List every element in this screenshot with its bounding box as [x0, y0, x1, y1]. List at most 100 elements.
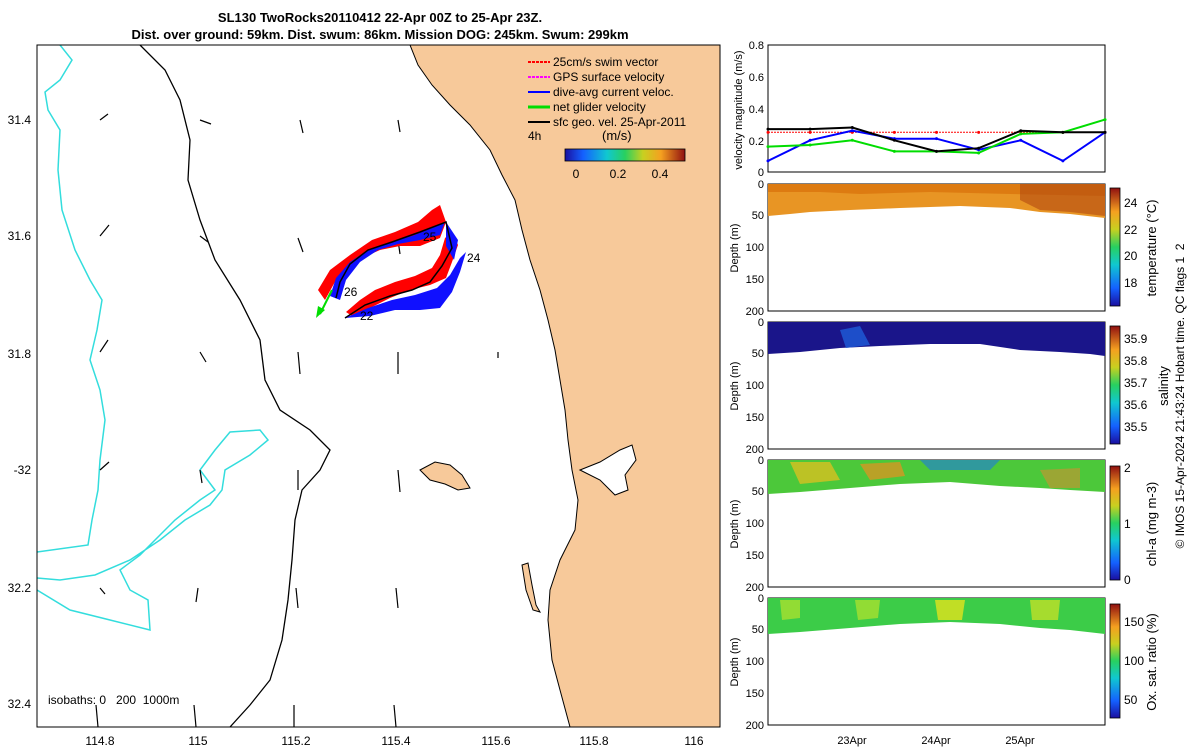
time-x-tick: 23Apr [837, 735, 867, 747]
chla-colorbar [1109, 465, 1121, 581]
depth-tick: 50 [752, 210, 764, 222]
speed-colorbar [564, 148, 686, 162]
depth-tick: 150 [746, 412, 764, 424]
velocity-point [850, 126, 854, 130]
isobath-200 [139, 45, 331, 727]
velocity-point [892, 138, 896, 142]
cb-tick: 35.6 [1124, 398, 1148, 412]
map-y-tick: 31.8 [8, 347, 32, 361]
temperature-ylabel: Depth (m) [729, 224, 741, 273]
figure-subtitle: Dist. over ground: 59km. Dist. swum: 86k… [131, 27, 629, 42]
svg-text:GPS surface velocity: GPS surface velocity [553, 70, 664, 84]
velocity-point [892, 130, 896, 134]
vel-y-tick: 0.2 [749, 136, 764, 148]
colorbar-tick: 0.4 [652, 167, 669, 181]
svg-text:25cm/s swim vector: 25cm/s swim vector [553, 55, 658, 69]
salinity-panel: 0 50 100 150 200 Depth (m) 35.9 35.8 35.… [729, 317, 1171, 456]
velocity-point [808, 143, 812, 147]
velocity-point [935, 149, 938, 153]
salinity-ylabel: Depth (m) [729, 362, 741, 411]
cb-tick: 35.9 [1124, 332, 1148, 346]
oxygen-section [768, 598, 1105, 634]
time-x-tick: 25Apr [1005, 735, 1035, 747]
depth-tick: 150 [746, 688, 764, 700]
cb-tick: 18 [1124, 276, 1138, 290]
isobath-1000 [37, 45, 270, 631]
salinity-cb-label: salinity [1156, 366, 1171, 406]
velocity-point [977, 146, 981, 150]
cb-tick: 20 [1124, 249, 1138, 263]
cb-tick: 150 [1124, 615, 1144, 629]
velocity-point [766, 127, 770, 131]
map-x-ticks: 114.8 115 115.2 115.4 115.6 115.8 116 [85, 734, 703, 748]
velocity-point [808, 127, 812, 131]
sfc-geo-velocity-arrows [95, 113, 499, 727]
chla-ylabel: Depth (m) [729, 500, 741, 549]
velocity-point [977, 130, 981, 134]
cb-tick: 1 [1124, 517, 1131, 531]
map-y-tick: -32 [14, 463, 32, 477]
oxygen-colorbar [1109, 603, 1121, 719]
cb-tick: 35.7 [1124, 376, 1148, 390]
map-y-tick: 32.4 [8, 697, 32, 711]
depth-tick: 100 [746, 518, 764, 530]
swan-river [578, 444, 637, 496]
oxygen-cb-label: Ox. sat. ratio (%) [1144, 613, 1159, 711]
velocity-point [1061, 130, 1065, 134]
chla-section [768, 460, 1105, 494]
velocity-point [850, 138, 854, 142]
swim-vector-fill-2 [346, 232, 458, 316]
cb-tick: 0 [1124, 573, 1131, 587]
svg-text:net glider velocity: net glider velocity [553, 100, 646, 114]
map-x-tick: 115.2 [281, 734, 310, 748]
map-x-tick: 115.8 [579, 734, 608, 748]
map-axes-frame [36, 44, 721, 728]
colorbar-tick: 0 [573, 167, 580, 181]
dive-avg-current-fill [345, 252, 466, 318]
temperature-colorbar [1109, 187, 1121, 307]
depth-tick: 0 [758, 317, 764, 329]
depth-tick: 200 [746, 720, 764, 732]
depth-tick: 200 [746, 582, 764, 594]
velocity-ylabel: velocity magnitude (m/s) [733, 50, 745, 169]
map-x-tick: 114.8 [85, 734, 114, 748]
velocity-point [977, 151, 981, 155]
velocity-point [1061, 159, 1065, 163]
colorbar-tick: 0.2 [610, 167, 627, 181]
chla-panel: 0 50 100 150 200 Depth (m) 2 1 0 chl-a (… [729, 455, 1159, 594]
oxygen-panel: 0 50 100 150 200 Depth (m) 150 100 50 Ox… [729, 593, 1159, 747]
velocity-point [1103, 118, 1107, 122]
land-area [409, 45, 720, 727]
temperature-panel: 0 50 100 150 200 Depth (m) 24 22 20 18 t… [729, 179, 1159, 318]
velocity-panel: 0 0.2 0.4 0.6 0.8 velocity magnitude (m/… [733, 40, 1107, 179]
map-x-tick: 115.6 [481, 734, 510, 748]
map-legend: 25cm/s swim vector GPS surface velocity … [528, 55, 687, 181]
depth-tick: 0 [758, 455, 764, 467]
glider-track-line [335, 220, 453, 319]
map-y-tick: 32.2 [8, 581, 32, 595]
map-y-ticks: 31.4 31.6 31.8 -32 32.2 32.4 [8, 113, 32, 711]
oxygen-ylabel: Depth (m) [729, 638, 741, 687]
garden-island [521, 562, 542, 613]
vel-y-tick: 0.4 [749, 104, 764, 116]
svg-text:sfc geo. vel. 25-Apr-2011: sfc geo. vel. 25-Apr-2011 [553, 115, 687, 129]
track-label-24: 24 [467, 251, 481, 265]
depth-tick: 50 [752, 348, 764, 360]
velocity-point [1019, 138, 1023, 142]
cb-tick: 2 [1124, 461, 1131, 475]
velocity-point [766, 130, 770, 134]
vel-y-tick: 0.8 [749, 40, 764, 52]
map-panel: 25 24 26 22 31.4 31.6 31.8 -32 32.2 32.4… [8, 44, 721, 748]
depth-tick: 200 [746, 444, 764, 456]
legend-item-dive-avg-current: dive-avg current veloc. [528, 85, 674, 99]
isobath-label: isobaths: 0 200 1000m [48, 693, 179, 707]
depth-tick: 200 [746, 306, 764, 318]
depth-tick: 100 [746, 242, 764, 254]
velocity-point [935, 137, 938, 141]
legend-item-sfc-geo-velocity: sfc geo. vel. 25-Apr-2011 [528, 115, 687, 129]
velocity-point [892, 149, 896, 153]
cb-tick: 100 [1124, 654, 1144, 668]
chla-cb-label: chl-a (mg m-3) [1144, 482, 1159, 567]
track-label-22: 22 [360, 309, 374, 323]
